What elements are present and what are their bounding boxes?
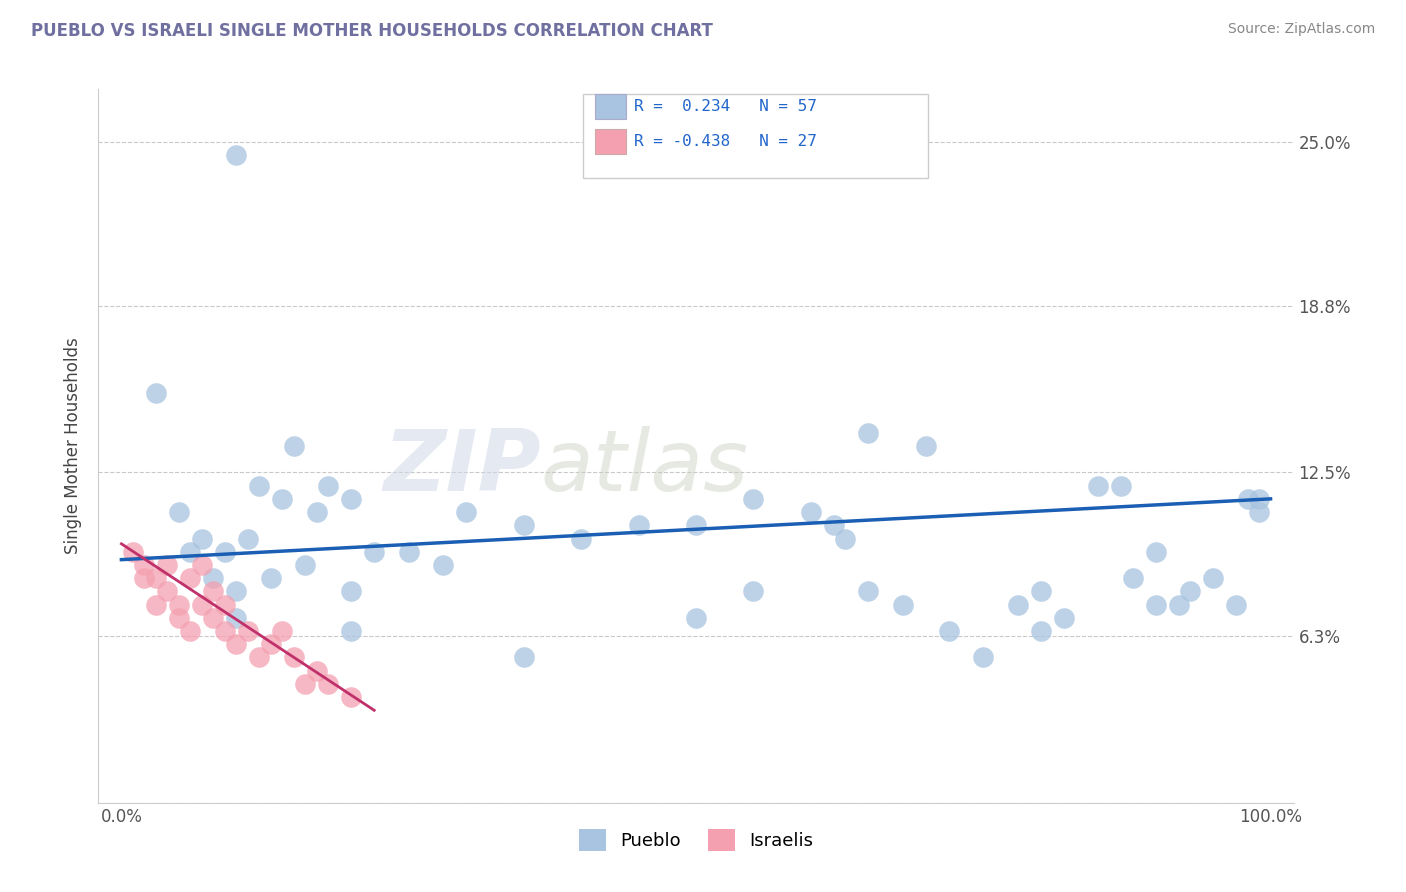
Text: atlas: atlas — [541, 425, 748, 509]
Point — [340, 624, 363, 638]
Point — [191, 598, 214, 612]
Point — [340, 690, 363, 704]
Point — [294, 558, 316, 572]
Point — [167, 505, 190, 519]
Point — [1144, 545, 1167, 559]
Point — [225, 637, 247, 651]
Point — [305, 505, 328, 519]
Point — [627, 518, 650, 533]
Point — [891, 598, 914, 612]
Point — [214, 624, 236, 638]
Point — [283, 650, 305, 665]
Point — [202, 571, 225, 585]
Point — [134, 571, 156, 585]
Legend: Pueblo, Israelis: Pueblo, Israelis — [571, 822, 821, 858]
Point — [512, 518, 534, 533]
Point — [202, 584, 225, 599]
Point — [1236, 491, 1258, 506]
Point — [1109, 478, 1132, 492]
Point — [191, 558, 214, 572]
Point — [800, 505, 823, 519]
Point — [214, 545, 236, 559]
Point — [316, 478, 339, 492]
Point — [363, 545, 385, 559]
Text: R = -0.438   N = 27: R = -0.438 N = 27 — [634, 135, 817, 149]
Point — [1029, 584, 1052, 599]
Point — [685, 518, 707, 533]
Point — [1202, 571, 1225, 585]
Y-axis label: Single Mother Households: Single Mother Households — [65, 338, 83, 554]
Text: Source: ZipAtlas.com: Source: ZipAtlas.com — [1227, 22, 1375, 37]
Point — [214, 598, 236, 612]
Point — [1007, 598, 1029, 612]
Point — [271, 624, 294, 638]
Point — [236, 624, 259, 638]
Point — [1053, 611, 1076, 625]
Point — [122, 545, 145, 559]
Point — [145, 571, 167, 585]
Point — [156, 558, 179, 572]
Point — [858, 425, 880, 440]
Point — [914, 439, 936, 453]
Point — [742, 584, 765, 599]
Point — [247, 650, 270, 665]
Point — [1247, 491, 1270, 506]
Point — [1247, 505, 1270, 519]
Point — [823, 518, 845, 533]
Point — [512, 650, 534, 665]
Point — [225, 611, 247, 625]
Point — [225, 148, 247, 162]
Point — [1144, 598, 1167, 612]
Point — [260, 637, 283, 651]
Point — [1087, 478, 1109, 492]
Point — [432, 558, 454, 572]
Point — [236, 532, 259, 546]
Point — [1122, 571, 1144, 585]
Point — [179, 624, 201, 638]
Point — [340, 491, 363, 506]
Point — [316, 677, 339, 691]
Point — [972, 650, 994, 665]
Point — [340, 584, 363, 599]
Text: R =  0.234   N = 57: R = 0.234 N = 57 — [634, 99, 817, 113]
Point — [167, 598, 190, 612]
Point — [1178, 584, 1201, 599]
Point — [145, 598, 167, 612]
Point — [569, 532, 592, 546]
Point — [167, 611, 190, 625]
Text: ZIP: ZIP — [382, 425, 541, 509]
Point — [685, 611, 707, 625]
Point — [247, 478, 270, 492]
Point — [456, 505, 478, 519]
Point — [260, 571, 283, 585]
Point — [145, 386, 167, 401]
Point — [271, 491, 294, 506]
Point — [1225, 598, 1247, 612]
Point — [225, 584, 247, 599]
Text: PUEBLO VS ISRAELI SINGLE MOTHER HOUSEHOLDS CORRELATION CHART: PUEBLO VS ISRAELI SINGLE MOTHER HOUSEHOL… — [31, 22, 713, 40]
Point — [938, 624, 960, 638]
Point — [294, 677, 316, 691]
Point — [398, 545, 420, 559]
Point — [283, 439, 305, 453]
Point — [134, 558, 156, 572]
Point — [156, 584, 179, 599]
Point — [834, 532, 856, 546]
Point — [179, 571, 201, 585]
Point — [1167, 598, 1189, 612]
Point — [191, 532, 214, 546]
Point — [202, 611, 225, 625]
Point — [305, 664, 328, 678]
Point — [858, 584, 880, 599]
Point — [179, 545, 201, 559]
Point — [1029, 624, 1052, 638]
Point — [742, 491, 765, 506]
